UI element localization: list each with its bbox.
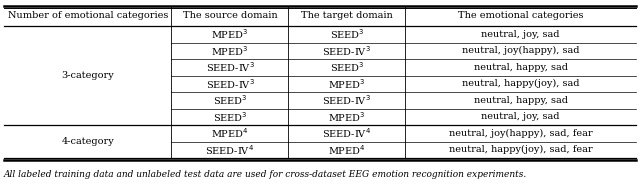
Text: SEED$^3$: SEED$^3$ xyxy=(330,60,364,74)
Text: SEED$^3$: SEED$^3$ xyxy=(330,27,364,41)
Text: MPED$^3$: MPED$^3$ xyxy=(328,77,365,91)
Text: SEED-IV$^3$: SEED-IV$^3$ xyxy=(323,44,371,58)
Text: MPED$^4$: MPED$^4$ xyxy=(211,126,249,140)
Text: The target domain: The target domain xyxy=(301,11,393,21)
Text: SEED-IV$^4$: SEED-IV$^4$ xyxy=(205,143,255,157)
Text: 4-category: 4-category xyxy=(61,137,114,146)
Text: MPED$^3$: MPED$^3$ xyxy=(328,110,365,124)
Text: The source domain: The source domain xyxy=(182,11,277,21)
Text: SEED-IV$^3$: SEED-IV$^3$ xyxy=(205,60,254,74)
Text: MPED$^3$: MPED$^3$ xyxy=(211,27,248,41)
Text: neutral, joy(happy), sad: neutral, joy(happy), sad xyxy=(462,46,579,55)
Text: neutral, joy, sad: neutral, joy, sad xyxy=(481,30,560,39)
Text: SEED$^3$: SEED$^3$ xyxy=(212,93,247,107)
Text: neutral, happy(joy), sad, fear: neutral, happy(joy), sad, fear xyxy=(449,145,593,154)
Text: SEED-IV$^3$: SEED-IV$^3$ xyxy=(205,77,254,91)
Text: SEED-IV$^4$: SEED-IV$^4$ xyxy=(323,126,371,140)
Text: neutral, happy(joy), sad: neutral, happy(joy), sad xyxy=(462,79,579,88)
Text: 3-category: 3-category xyxy=(61,71,114,80)
Text: All labeled training data and unlabeled test data are used for cross-dataset EEG: All labeled training data and unlabeled … xyxy=(4,170,527,179)
Text: neutral, joy(happy), sad, fear: neutral, joy(happy), sad, fear xyxy=(449,129,593,138)
Text: MPED$^4$: MPED$^4$ xyxy=(328,143,365,157)
Text: neutral, happy, sad: neutral, happy, sad xyxy=(474,96,568,105)
Text: Number of emotional categories: Number of emotional categories xyxy=(8,11,168,21)
Text: neutral, happy, sad: neutral, happy, sad xyxy=(474,63,568,72)
Text: SEED-IV$^3$: SEED-IV$^3$ xyxy=(323,93,371,107)
Text: neutral, joy, sad: neutral, joy, sad xyxy=(481,112,560,121)
Text: The emotional categories: The emotional categories xyxy=(458,11,584,21)
Text: MPED$^3$: MPED$^3$ xyxy=(211,44,248,58)
Text: SEED$^3$: SEED$^3$ xyxy=(212,110,247,124)
